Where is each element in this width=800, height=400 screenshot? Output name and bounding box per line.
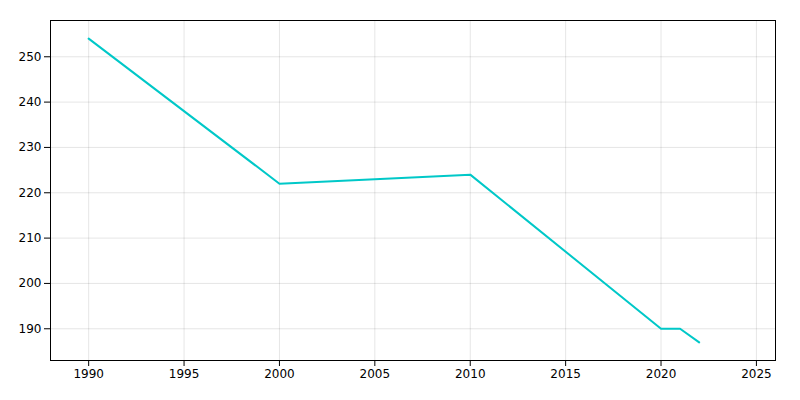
- svg-text:250: 250: [19, 50, 42, 64]
- svg-text:200: 200: [19, 276, 42, 290]
- svg-text:230: 230: [19, 140, 42, 154]
- svg-text:190: 190: [19, 322, 42, 336]
- svg-text:240: 240: [19, 95, 42, 109]
- svg-text:2025: 2025: [741, 367, 772, 381]
- svg-text:2000: 2000: [264, 367, 295, 381]
- svg-text:210: 210: [19, 231, 42, 245]
- svg-text:1995: 1995: [169, 367, 200, 381]
- svg-text:220: 220: [19, 186, 42, 200]
- svg-text:2020: 2020: [646, 367, 677, 381]
- svg-text:2005: 2005: [360, 367, 391, 381]
- svg-text:2010: 2010: [455, 367, 486, 381]
- svg-text:2015: 2015: [550, 367, 581, 381]
- svg-text:1990: 1990: [73, 367, 104, 381]
